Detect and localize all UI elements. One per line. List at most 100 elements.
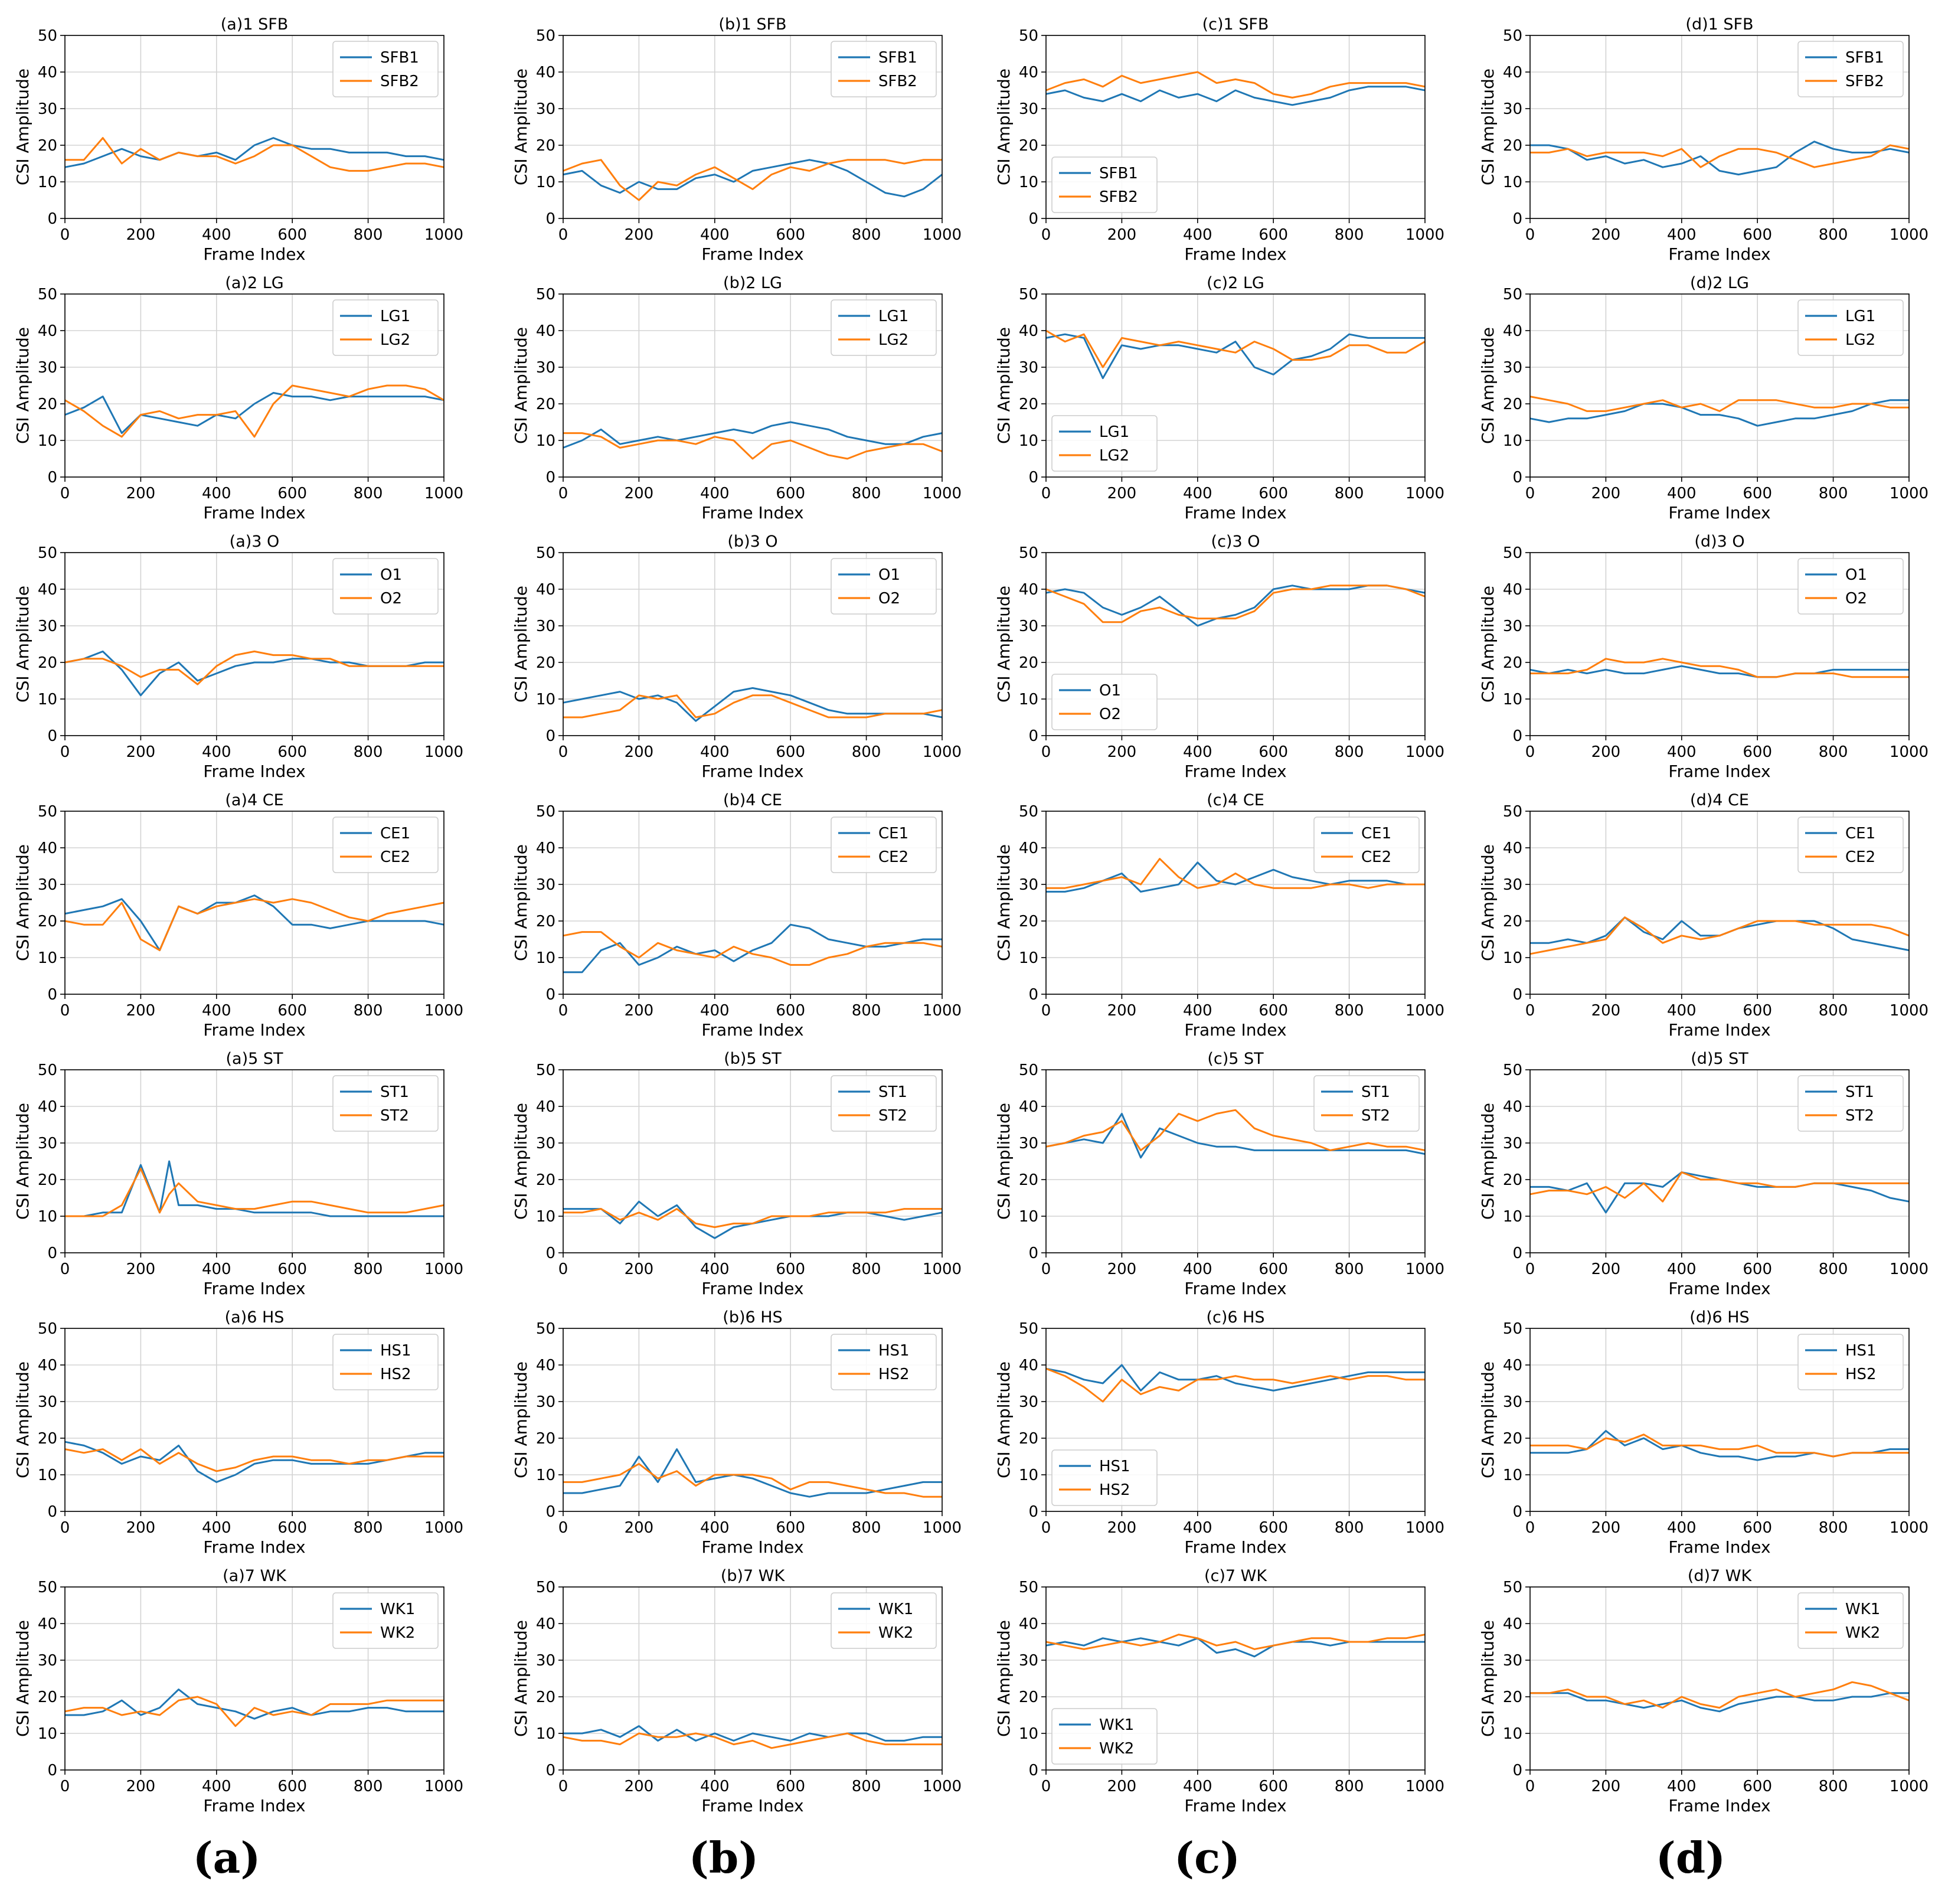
x-tick-label: 400 xyxy=(700,226,730,244)
y-tick-label: 50 xyxy=(1019,1320,1038,1338)
y-tick-label: 0 xyxy=(47,1762,57,1779)
y-tick-label: 40 xyxy=(38,1098,57,1116)
legend: SFB1 SFB2 xyxy=(1051,156,1158,213)
chart-panel: 0 200 400 600 800 1000 0 10 20 30 40 50 (d)2 LG Frame… xyxy=(1478,274,1929,522)
x-tick-label: 400 xyxy=(1667,226,1697,244)
chart-panel: 0 200 400 600 800 1000 0 10 20 30 40 50 (c)6 HS Frame… xyxy=(994,1308,1444,1557)
x-tick-label: 400 xyxy=(1667,1778,1697,1795)
y-tick-label: 40 xyxy=(1503,322,1522,340)
series-line-O1 xyxy=(1045,584,1426,627)
y-tick-label: 20 xyxy=(1503,654,1522,672)
x-axis-label: Frame Index xyxy=(1668,1796,1770,1815)
x-tick-label: 600 xyxy=(776,1778,805,1795)
y-tick-label: 20 xyxy=(38,913,57,930)
legend-box xyxy=(1797,299,1904,356)
x-tick-label: 200 xyxy=(1591,485,1621,502)
x-tick-label: 600 xyxy=(1743,1002,1772,1020)
y-tick-label: 0 xyxy=(1512,210,1522,228)
y-tick-label: 10 xyxy=(38,691,57,708)
column-label: (a) xyxy=(193,1833,261,1883)
legend-label-CE1: CE1 xyxy=(380,825,410,842)
y-tick-label: 50 xyxy=(536,803,555,821)
x-tick-label: 600 xyxy=(776,1260,805,1278)
series-line-CE2 xyxy=(1046,858,1425,889)
axes-frame xyxy=(1045,1586,1426,1771)
legend-box xyxy=(831,41,937,97)
panel-title: (c)4 CE xyxy=(1207,791,1264,809)
x-axis-label: Frame Index xyxy=(203,1020,305,1040)
panel-title: (b)6 HS xyxy=(723,1308,782,1327)
legend-box xyxy=(831,558,937,615)
y-tick-label: 10 xyxy=(1503,432,1522,450)
series-line-CE1 xyxy=(1046,861,1425,893)
x-tick-label: 1000 xyxy=(923,485,962,502)
y-tick-label: 10 xyxy=(38,949,57,967)
series-line-WK1 xyxy=(65,1689,444,1720)
legend: SFB1 SFB2 xyxy=(831,41,937,97)
x-tick-label: 1000 xyxy=(1406,1260,1444,1278)
x-tick-label: 400 xyxy=(202,1260,231,1278)
y-tick-label: 10 xyxy=(38,174,57,191)
series-line-SFB2 xyxy=(1530,144,1910,168)
x-tick-label: 0 xyxy=(1525,743,1535,761)
x-tick-label: 800 xyxy=(354,485,383,502)
x-tick-label: 400 xyxy=(1183,1260,1212,1278)
legend-box xyxy=(1797,41,1904,97)
y-tick-label: 0 xyxy=(47,1503,57,1521)
chart-panel: 0 200 400 600 800 1000 0 10 20 30 40 50 (b)6 HS Frame… xyxy=(511,1308,962,1557)
y-tick-label: 10 xyxy=(1019,432,1038,450)
legend-label-ST2: ST2 xyxy=(878,1107,907,1125)
y-tick-label: 10 xyxy=(1019,1208,1038,1226)
y-axis-label: CSI Amplitude xyxy=(13,1361,32,1478)
y-tick-label: 40 xyxy=(1019,1357,1038,1374)
x-tick-label: 200 xyxy=(126,1002,156,1020)
legend-label-LG2: LG2 xyxy=(878,331,908,349)
y-tick-label: 0 xyxy=(47,986,57,1004)
x-tick-label: 400 xyxy=(202,1778,231,1795)
series-line-ST1 xyxy=(1530,1171,1910,1214)
x-tick-label: 0 xyxy=(558,1519,568,1537)
legend-label-SFB2: SFB2 xyxy=(878,73,917,90)
legend-label-HS2: HS2 xyxy=(878,1366,910,1383)
y-tick-label: 30 xyxy=(1019,100,1038,118)
x-tick-label: 400 xyxy=(1667,743,1697,761)
y-tick-label: 40 xyxy=(1503,1098,1522,1116)
series-line-SFB1 xyxy=(1045,86,1426,106)
x-tick-label: 200 xyxy=(1107,485,1137,502)
series-line-WK1 xyxy=(1530,1692,1909,1713)
y-tick-label: 50 xyxy=(38,803,57,821)
x-tick-label: 400 xyxy=(1667,1002,1697,1020)
legend-label-HS2: HS2 xyxy=(1099,1481,1130,1499)
axes-frame xyxy=(64,1586,444,1771)
legend-label-O1: O1 xyxy=(1099,682,1121,700)
legend-label-SFB2: SFB2 xyxy=(380,73,419,90)
y-tick-label: 40 xyxy=(536,840,555,857)
y-tick-label: 50 xyxy=(1503,286,1522,303)
legend-label-HS1: HS1 xyxy=(1099,1458,1130,1475)
chart-panel: 0 200 400 600 800 1000 0 10 20 30 40 50 (a)3 O Frame … xyxy=(13,533,463,781)
legend-label-CE2: CE2 xyxy=(1361,848,1391,866)
x-tick-label: 800 xyxy=(1819,226,1848,244)
x-tick-label: 0 xyxy=(1525,1519,1535,1537)
y-tick-label: 20 xyxy=(1019,1171,1038,1189)
y-tick-label: 10 xyxy=(536,691,555,708)
x-tick-label: 400 xyxy=(700,485,730,502)
y-tick-label: 10 xyxy=(1019,174,1038,191)
legend-label-HS2: HS2 xyxy=(1845,1366,1877,1383)
y-axis-label: CSI Amplitude xyxy=(994,68,1014,185)
series-line-HS1 xyxy=(64,1441,444,1483)
x-tick-label: 200 xyxy=(625,1519,654,1537)
x-tick-label: 0 xyxy=(1041,1260,1051,1278)
panel-title: (b)3 O xyxy=(727,533,777,551)
legend-label-SFB1: SFB1 xyxy=(878,49,917,67)
series-line-SFB2 xyxy=(1045,71,1426,99)
y-tick-label: 20 xyxy=(1503,396,1522,413)
y-tick-label: 30 xyxy=(536,1652,555,1670)
y-tick-label: 0 xyxy=(1512,1762,1522,1779)
y-tick-label: 0 xyxy=(1512,1503,1522,1521)
y-axis-label: CSI Amplitude xyxy=(1478,586,1498,703)
